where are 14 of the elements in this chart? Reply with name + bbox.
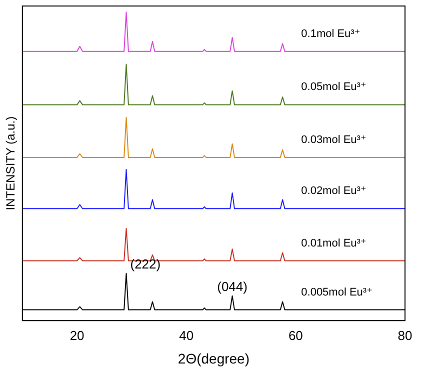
- series-label: 0.1mol Eu³⁺: [301, 28, 360, 40]
- annotation: (044): [217, 279, 248, 294]
- annotation: (222): [130, 256, 161, 272]
- x-tick-label: 20: [70, 328, 84, 343]
- series-label: 0.03mol Eu³⁺: [301, 134, 366, 146]
- x-axis-title: 2Θ(degree): [178, 350, 250, 366]
- series-label: 0.01mol Eu³⁺: [301, 237, 366, 250]
- series-label: 0.05mol Eu³⁺: [301, 81, 366, 94]
- x-tick-label: 40: [179, 328, 194, 343]
- x-tick-label: 80: [398, 328, 412, 343]
- series-label: 0.02mol Eu³⁺: [301, 185, 366, 198]
- x-tick-label: 60: [288, 328, 303, 343]
- series-label: 0.005mol Eu³⁺: [301, 286, 373, 298]
- y-axis-title: INTENSITY (a.u.): [4, 116, 18, 210]
